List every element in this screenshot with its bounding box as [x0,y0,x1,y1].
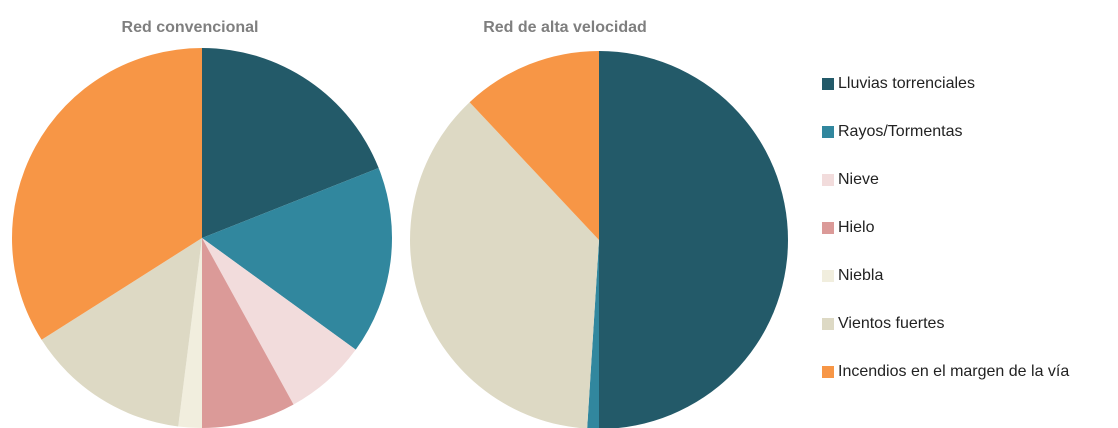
legend-label: Lluvias torrenciales [838,75,975,92]
legend-swatch [822,222,834,234]
legend-label: Vientos fuertes [838,315,944,332]
pie-slice [178,238,202,428]
chart-title: Red convencional [122,19,259,36]
legend-label: Niebla [838,267,883,284]
pie-slice [202,238,294,428]
pie-slice [587,240,599,428]
pie-slice [410,102,599,428]
chart-title: Red de alta velocidad [483,19,647,36]
pie-slice [41,238,202,427]
legend-label: Rayos/Tormentas [838,123,963,140]
legend-swatch [822,318,834,330]
legend-label: Incendios en el margen de la vía [838,363,1069,380]
legend-label: Hielo [838,219,875,236]
legend-swatch [822,174,834,186]
legend-label: Nieve [838,171,879,188]
legend-swatch [822,366,834,378]
pie-slice [202,168,393,350]
pie-slice [599,51,788,428]
pie-slice [11,48,202,340]
pie-slice [202,238,356,405]
legend-swatch [822,270,834,282]
legend-swatch [822,78,834,90]
pie-slice [469,50,599,240]
legend-swatch [822,126,834,138]
pie-slice [202,48,379,238]
